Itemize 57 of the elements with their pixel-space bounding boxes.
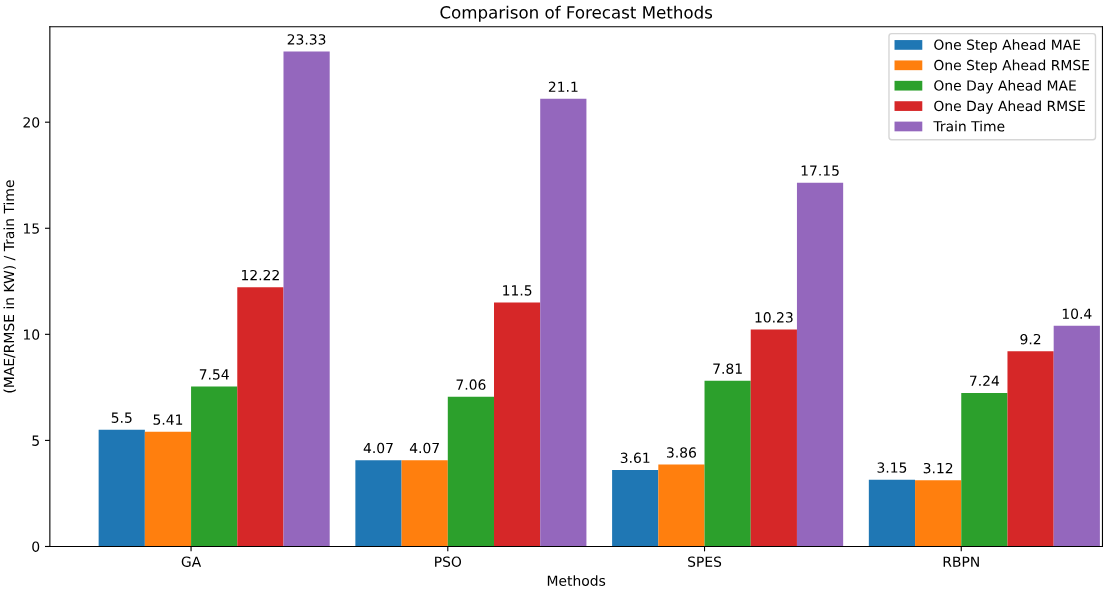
data-label: 7.54 [199, 369, 229, 380]
x-tick-label: RBPN [943, 556, 979, 567]
data-label: 5.5 [111, 412, 132, 423]
bar [355, 460, 402, 547]
legend-label: One Day Ahead RMSE [934, 100, 1085, 114]
bar [915, 480, 962, 547]
data-label: 5.41 [153, 414, 183, 425]
bar [237, 287, 284, 547]
y-axis-title: (MAE/RMSE in KW) / Train Time [3, 180, 16, 393]
x-tick-label: SPES [688, 556, 722, 567]
y-tick-label: 10 [23, 329, 40, 340]
bar [796, 182, 844, 547]
data-label: 3.61 [620, 452, 650, 464]
data-label: 7.24 [970, 375, 1000, 386]
legend-label: One Step Ahead RMSE [934, 59, 1090, 74]
data-label: 7.81 [713, 363, 742, 374]
bar [494, 302, 541, 547]
data-label: 12.22 [242, 269, 279, 281]
data-label: 3.15 [877, 462, 907, 473]
data-label: 4.07 [409, 442, 439, 454]
data-label: 17.15 [801, 165, 839, 176]
data-label: 4.07 [363, 442, 393, 454]
y-tick-label: 0 [32, 541, 40, 552]
bar [868, 479, 916, 547]
data-label: 9.2 [1020, 333, 1041, 345]
legend-label: One Step Ahead MAE [934, 39, 1081, 53]
bar [612, 469, 659, 547]
bar [1053, 325, 1100, 547]
bar [191, 386, 238, 547]
bar [401, 460, 448, 547]
x-axis-title: Methods [547, 575, 606, 586]
chart-title: Comparison of Forecast Methods [440, 5, 713, 22]
bar [540, 98, 587, 547]
bar [1007, 351, 1054, 547]
data-label: 23.33 [287, 34, 326, 45]
y-tick-label: 20 [23, 117, 40, 128]
legend-label: One Day Ahead MAE [934, 80, 1076, 94]
bar [283, 51, 330, 547]
bar [98, 429, 145, 547]
data-label: 21.1 [548, 81, 578, 92]
legend-label: Train Time [933, 120, 1005, 132]
x-tick-label: GA [181, 556, 202, 567]
data-label: 3.86 [667, 447, 697, 458]
bar [961, 392, 1008, 547]
data-label: 10.4 [1062, 308, 1092, 319]
data-label: 7.06 [456, 379, 486, 390]
bar [447, 396, 495, 547]
bar [750, 329, 797, 547]
bar [704, 380, 751, 547]
y-tick-label: 15 [23, 223, 39, 234]
x-tick-label: PSO [435, 556, 462, 567]
y-tick-label: 5 [32, 435, 39, 446]
data-label: 11.5 [503, 285, 532, 296]
data-label: 10.23 [755, 312, 793, 323]
data-label: 3.12 [923, 462, 953, 474]
bar [144, 431, 192, 547]
bar [658, 464, 705, 547]
